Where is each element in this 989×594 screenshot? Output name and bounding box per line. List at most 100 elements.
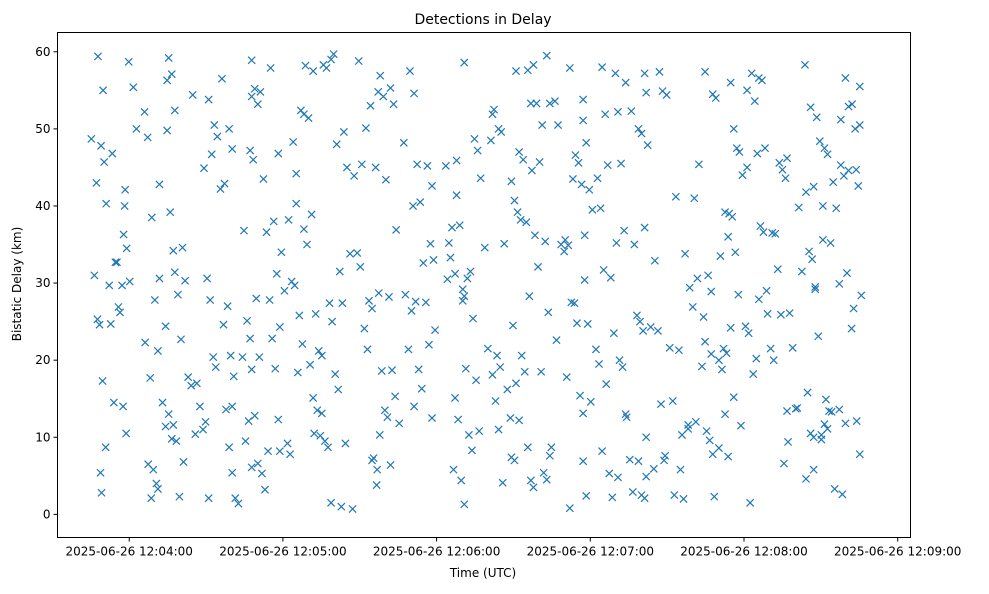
data-point [583,319,592,328]
data-point [665,343,674,352]
data-point [100,158,109,167]
data-point [496,363,505,372]
x-tick-label: 2025-06-26 12:08:00 [680,545,807,559]
data-point [444,238,453,248]
data-point [329,50,338,59]
data-point [323,443,333,452]
data-point [125,277,134,286]
data-point [852,165,861,174]
data-point [779,459,788,468]
data-point [411,297,420,306]
data-point [576,391,585,400]
data-point [181,276,190,285]
data-point [451,393,460,402]
data-point [661,451,670,460]
data-point [681,249,690,258]
data-point [749,370,758,379]
data-point [380,406,389,415]
data-point [608,493,617,502]
data-point [705,436,714,445]
data-point [346,249,355,258]
y-tick-label: 10 [35,430,50,444]
data-point [328,317,337,326]
data-point [741,322,750,331]
data-point [564,241,573,250]
data-point [170,106,179,115]
data-point [199,164,209,173]
data-point [225,443,234,452]
data-point [298,339,307,349]
data-point [762,286,771,295]
data-point [155,180,164,189]
data-point [204,95,213,104]
data-point [229,372,238,381]
data-point [844,166,853,175]
data-point [92,178,101,187]
data-point [262,228,271,237]
data-point [841,73,850,83]
data-point [376,71,385,80]
data-point [172,437,181,446]
data-point [216,184,225,194]
data-point [147,213,156,222]
data-point [399,138,408,147]
data-point [642,433,651,442]
data-point [249,155,258,164]
data-point [327,498,336,507]
data-point [565,63,574,72]
data-point [821,395,830,404]
data-point [754,295,763,304]
data-point [577,180,586,189]
data-point [855,82,864,91]
data-point [612,238,621,248]
data-point [519,155,528,164]
data-point [217,74,226,83]
data-point [827,407,836,416]
data-point [598,63,607,72]
data-point [825,407,834,416]
data-point [360,324,369,333]
data-point [386,83,395,93]
data-point [222,405,231,414]
data-point [750,97,759,106]
data-point [124,57,133,66]
data-point [175,492,184,501]
data-point [763,309,772,318]
data-point [102,199,111,208]
data-point [634,124,643,133]
data-point [670,491,679,500]
data-point [348,504,357,513]
data-point [275,447,284,456]
data-point [97,141,106,150]
data-point [226,351,235,360]
data-point [173,290,182,299]
data-point [95,320,104,329]
data-point [161,322,170,331]
data-point [704,271,713,280]
data-point [446,253,455,262]
data-point [357,160,366,169]
data-point [708,450,717,459]
data-point [331,370,340,379]
data-point [299,225,308,234]
data-point [388,366,397,375]
data-point [207,150,216,159]
data-point [642,88,651,97]
data-point [649,464,658,473]
data-point [274,415,283,424]
data-point [818,235,827,244]
data-point [660,456,669,465]
data-point [421,298,430,307]
data-point [812,113,821,122]
data-point [423,161,432,170]
data-point [206,296,215,305]
data-point [848,100,857,109]
data-point [292,169,301,178]
data-point [775,158,784,167]
data-point [302,240,312,249]
data-point [339,127,348,136]
data-point [643,141,652,150]
data-point [697,362,707,371]
data-point [830,484,839,493]
data-point [458,285,467,294]
